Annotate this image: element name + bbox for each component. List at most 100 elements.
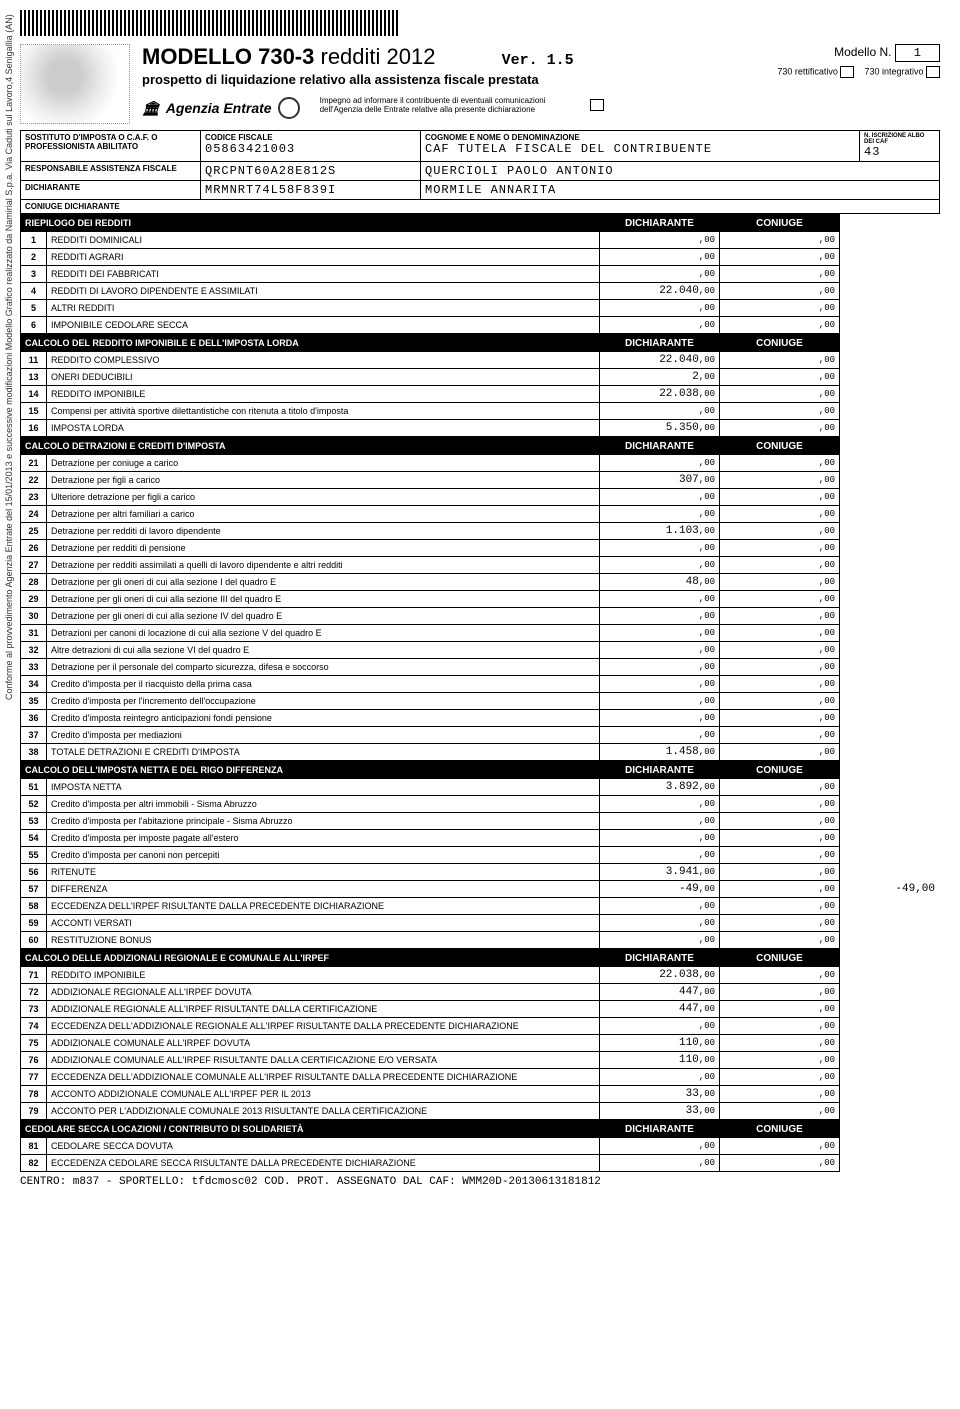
title-a: MODELLO 730-3 [142, 44, 314, 69]
table-row: 27 Detrazione per redditi assimilati a q… [21, 557, 940, 574]
table-row: 31 Detrazioni per canoni di locazione di… [21, 625, 940, 642]
row-num: 56 [21, 864, 47, 881]
val-coniuge: ,00 [720, 386, 840, 403]
table-row: 77 ECCEDENZA DELL'ADDIZIONALE COMUNALE A… [21, 1069, 940, 1086]
row-desc: ALTRI REDDITI [47, 300, 600, 317]
val-extra [840, 317, 940, 334]
val-dichiarante: 3.941,00 [600, 864, 720, 881]
val-dichiarante: ,00 [600, 1138, 720, 1155]
val-coniuge: ,00 [720, 369, 840, 386]
row-desc: ACCONTO ADDIZIONALE COMUNALE ALL'IRPEF P… [47, 1086, 600, 1103]
row-num: 74 [21, 1018, 47, 1035]
table-row: 57 DIFFERENZA -49,00 ,00 -49,00 [21, 881, 940, 898]
val-dichiarante: ,00 [600, 915, 720, 932]
row-desc: TOTALE DETRAZIONI E CREDITI D'IMPOSTA [47, 744, 600, 761]
row-desc: Credito d'imposta per il riacquisto dell… [47, 676, 600, 693]
val-coniuge: ,00 [720, 506, 840, 523]
row-num: 77 [21, 1069, 47, 1086]
row-desc: REDDITI DEI FABBRICATI [47, 266, 600, 283]
section-table: CALCOLO DETRAZIONI E CREDITI D'IMPOSTA D… [20, 437, 940, 761]
val-dichiarante: ,00 [600, 506, 720, 523]
subtitle: prospetto di liquidazione relativo alla … [142, 72, 765, 87]
row-num: 28 [21, 574, 47, 591]
table-row: 38 TOTALE DETRAZIONI E CREDITI D'IMPOSTA… [21, 744, 940, 761]
table-row: 4 REDDITI DI LAVORO DIPENDENTE E ASSIMIL… [21, 283, 940, 300]
val-extra [840, 1103, 940, 1120]
val-dichiarante: 48,00 [600, 574, 720, 591]
row-desc: ECCEDENZA DELL'ADDIZIONALE REGIONALE ALL… [47, 1018, 600, 1035]
val-extra [840, 523, 940, 540]
row-num: 26 [21, 540, 47, 557]
row-num: 34 [21, 676, 47, 693]
val-coniuge: ,00 [720, 813, 840, 830]
row-desc: IMPOSTA NETTA [47, 779, 600, 796]
val-extra [840, 796, 940, 813]
val-extra [840, 1155, 940, 1172]
val-coniuge: ,00 [720, 591, 840, 608]
val-extra [840, 1052, 940, 1069]
col-dichiarante: DICHIARANTE [600, 950, 720, 967]
val-coniuge: ,00 [720, 455, 840, 472]
integ-checkbox[interactable] [926, 66, 940, 78]
val-extra [840, 693, 940, 710]
row-num: 5 [21, 300, 47, 317]
val-extra [840, 266, 940, 283]
val-coniuge: ,00 [720, 574, 840, 591]
val-coniuge: ,00 [720, 1001, 840, 1018]
row-desc: RESTITUZIONE BONUS [47, 932, 600, 949]
rett-label: 730 rettificativo [777, 66, 838, 76]
val-coniuge: ,00 [720, 744, 840, 761]
val-extra [840, 932, 940, 949]
val-extra [840, 625, 940, 642]
val-coniuge: ,00 [720, 727, 840, 744]
col-dichiarante: DICHIARANTE [600, 762, 720, 779]
modello-n-value: 1 [895, 44, 940, 62]
row-desc: IMPOSTA LORDA [47, 420, 600, 437]
table-row: 16 IMPOSTA LORDA 5.350,00 ,00 [21, 420, 940, 437]
val-coniuge: ,00 [720, 266, 840, 283]
val-extra [840, 1086, 940, 1103]
row-num: 32 [21, 642, 47, 659]
val-coniuge: ,00 [720, 420, 840, 437]
row-desc: Ulteriore detrazione per figli a carico [47, 489, 600, 506]
val-dichiarante: ,00 [600, 932, 720, 949]
table-row: 34 Credito d'imposta per il riacquisto d… [21, 676, 940, 693]
row-num: 27 [21, 557, 47, 574]
val-coniuge: ,00 [720, 984, 840, 1001]
row-desc: Detrazione per figli a carico [47, 472, 600, 489]
val-extra [840, 898, 940, 915]
val-dichiarante: ,00 [600, 847, 720, 864]
val-coniuge: ,00 [720, 1069, 840, 1086]
lbl-albo: N. ISCRIZIONE ALBO DEI CAF [864, 133, 935, 145]
row-num: 82 [21, 1155, 47, 1172]
row-desc: RITENUTE [47, 864, 600, 881]
val-dichiarante: 22.040,00 [600, 352, 720, 369]
table-row: 36 Credito d'imposta reintegro anticipaz… [21, 710, 940, 727]
row-num: 36 [21, 710, 47, 727]
impegno-checkbox[interactable] [590, 99, 604, 111]
val-extra [840, 489, 940, 506]
row-num: 21 [21, 455, 47, 472]
val-extra [840, 232, 940, 249]
row-num: 78 [21, 1086, 47, 1103]
val-extra [840, 1035, 940, 1052]
val-dichiarante: ,00 [600, 557, 720, 574]
lbl-sostituto: SOSTITUTO D'IMPOSTA O C.A.F. O PROFESSIO… [25, 133, 196, 151]
val-coniuge: ,00 [720, 915, 840, 932]
val-coniuge: ,00 [720, 300, 840, 317]
val-extra [840, 557, 940, 574]
row-num: 35 [21, 693, 47, 710]
val-coniuge: ,00 [720, 489, 840, 506]
val-coniuge: ,00 [720, 283, 840, 300]
rett-checkbox[interactable] [840, 66, 854, 78]
val-extra [840, 574, 940, 591]
row-num: 54 [21, 830, 47, 847]
val-extra [840, 642, 940, 659]
val-cf-resp: QRCPNT60A28E812S [205, 164, 416, 178]
table-row: 71 REDDITO IMPONIBILE 22.038,00 ,00 [21, 967, 940, 984]
val-dichiarante: ,00 [600, 608, 720, 625]
val-dichiarante: ,00 [600, 1018, 720, 1035]
val-dichiarante: 33,00 [600, 1086, 720, 1103]
row-desc: ADDIZIONALE COMUNALE ALL'IRPEF RISULTANT… [47, 1052, 600, 1069]
val-extra [840, 1069, 940, 1086]
